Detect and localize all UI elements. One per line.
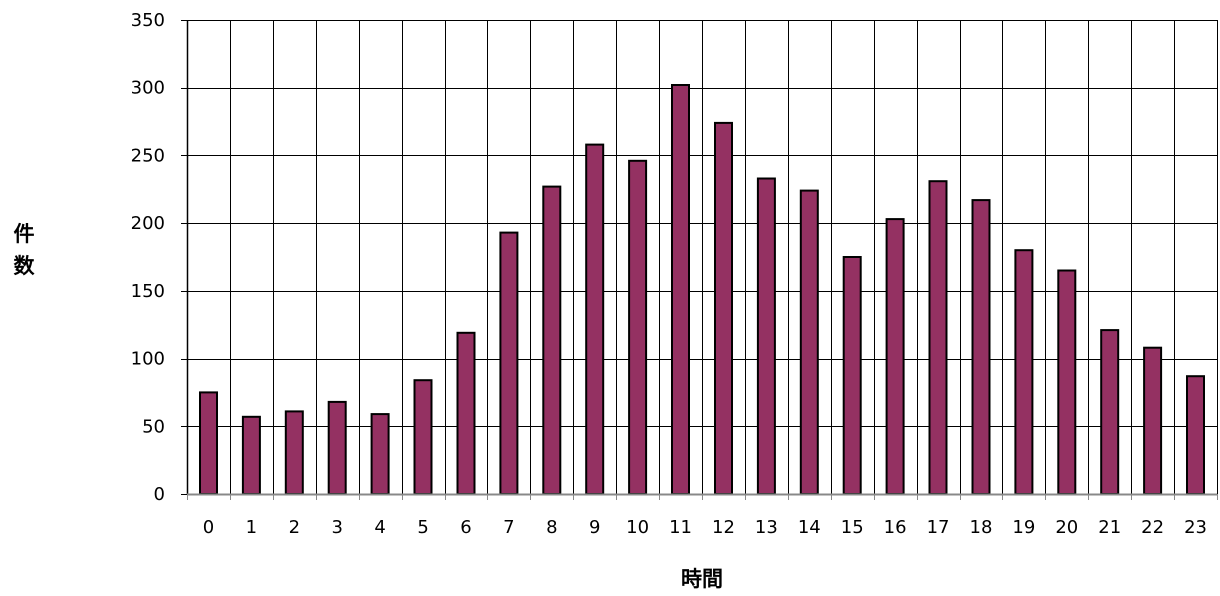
bar-7 (499, 231, 519, 495)
bar-10 (628, 159, 648, 496)
y-tick-label: 250 (131, 145, 165, 166)
bar-22 (1143, 346, 1163, 496)
y-axis-title-char: 件 (14, 222, 35, 246)
y-tick-labels: 0 50 100 150 200 250 300 350 (131, 10, 165, 505)
x-tick-label: 10 (626, 517, 649, 538)
x-tick-label: 9 (589, 517, 600, 538)
x-tick-label: 18 (970, 517, 993, 538)
x-tick-label: 17 (927, 517, 950, 538)
bar-9 (585, 143, 605, 495)
bar-15 (842, 256, 862, 495)
x-tick-label: 13 (755, 517, 778, 538)
bar-14 (799, 189, 819, 495)
x-tick-label: 11 (669, 517, 692, 538)
x-tick-label: 12 (712, 517, 735, 538)
x-tick-label: 19 (1012, 517, 1035, 538)
x-tick-label: 20 (1055, 517, 1078, 538)
bar-18 (971, 199, 991, 495)
x-tick-label: 2 (289, 517, 300, 538)
bars (199, 84, 1205, 496)
y-tick-label: 150 (131, 281, 165, 302)
bar-20 (1057, 269, 1077, 495)
bar-1 (241, 415, 261, 495)
x-tick-label: 8 (546, 517, 557, 538)
y-tick-label: 50 (142, 416, 165, 437)
bar-23 (1186, 375, 1205, 496)
bar-5 (413, 379, 433, 496)
x-tick-label: 3 (331, 517, 342, 538)
x-tick-label: 5 (417, 517, 428, 538)
x-tick-label: 22 (1141, 517, 1164, 538)
y-tick-label: 200 (131, 213, 165, 234)
y-tick-label: 300 (131, 78, 165, 99)
bar-16 (885, 218, 905, 495)
bar-2 (284, 410, 304, 495)
bar-3 (327, 400, 347, 495)
bar-11 (671, 84, 690, 495)
x-tick-labels: 0 1 2 3 4 5 6 7 8 9 10 11 12 13 14 15 16 17 18 19 20 21 22 23 (203, 517, 1207, 538)
x-tick-label: 6 (460, 517, 471, 538)
bar-13 (756, 177, 776, 495)
bar-4 (370, 413, 390, 496)
x-tick-label: 7 (503, 517, 514, 538)
y-axis-title: 件数 (14, 222, 36, 278)
bar-17 (928, 180, 948, 495)
y-tick-label: 100 (131, 349, 165, 370)
bar-0 (199, 391, 218, 495)
x-tick-label: 16 (884, 517, 907, 538)
y-tick-label: 0 (154, 484, 165, 505)
bar-6 (456, 331, 476, 495)
x-tick-label: 14 (798, 517, 821, 538)
x-tick-label: 21 (1098, 517, 1121, 538)
x-tick-label: 23 (1184, 517, 1207, 538)
bar-21 (1100, 329, 1120, 495)
x-axis-title: 時間 (681, 567, 723, 591)
x-tick-label: 15 (841, 517, 864, 538)
bar-8 (542, 185, 562, 495)
y-axis-title-char: 数 (14, 254, 36, 278)
bar-12 (714, 121, 733, 496)
y-tick-label: 350 (131, 10, 165, 31)
x-tick-label: 1 (246, 517, 257, 538)
x-tick-label: 0 (203, 517, 214, 538)
bar-19 (1014, 249, 1034, 495)
axes (181, 20, 1218, 500)
grid-lines (187, 20, 1218, 495)
x-tick-label: 4 (374, 517, 385, 538)
